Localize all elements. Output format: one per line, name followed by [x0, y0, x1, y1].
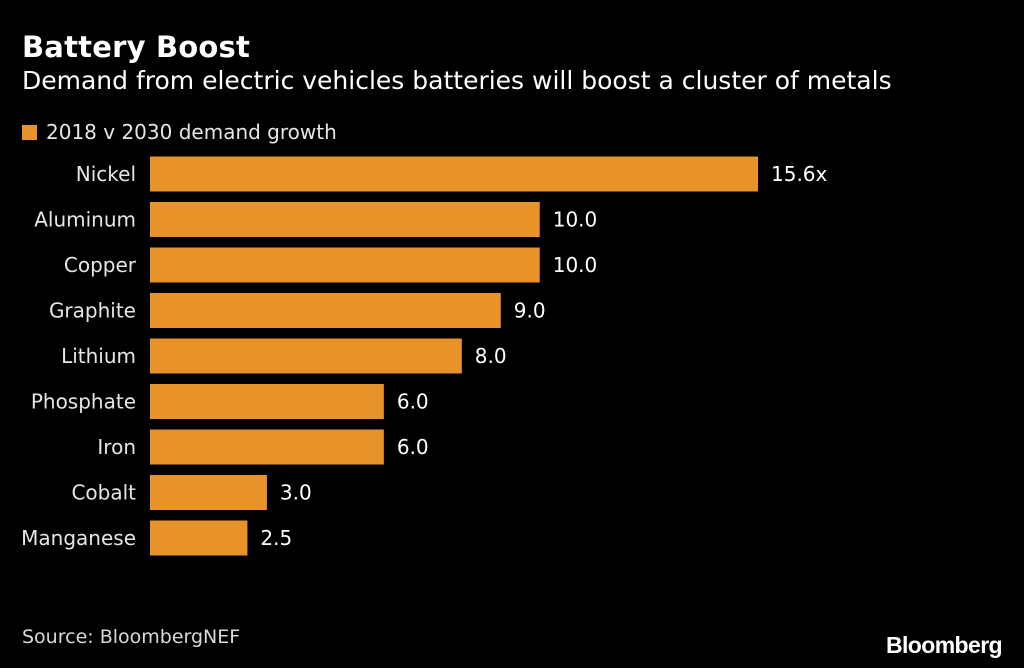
data-label: 2.5 — [260, 526, 292, 550]
category-label: Manganese — [21, 526, 136, 550]
category-label: Lithium — [61, 344, 136, 368]
bar-cobalt — [150, 475, 267, 510]
bar-nickel — [150, 156, 758, 192]
data-label: 3.0 — [280, 481, 312, 505]
bar-iron — [150, 429, 384, 465]
brand-logo: Bloomberg — [886, 632, 1003, 658]
legend: 2018 v 2030 demand growth — [22, 120, 337, 144]
bar-aluminum — [150, 202, 540, 237]
data-label: 8.0 — [475, 344, 507, 368]
bar-manganese — [150, 520, 248, 556]
chart-subtitle: Demand from electric vehicles batteries … — [22, 66, 892, 95]
category-label: Phosphate — [31, 390, 136, 414]
category-label: Copper — [64, 253, 137, 277]
data-label: 9.0 — [514, 299, 546, 323]
data-label: 6.0 — [397, 390, 429, 414]
category-label: Aluminum — [34, 208, 136, 232]
data-label: 10.0 — [553, 253, 598, 277]
data-label: 15.6x — [771, 162, 828, 186]
bar-graphite — [150, 293, 501, 328]
source-note: Source: BloombergNEF — [22, 626, 241, 648]
bar-lithium — [150, 338, 462, 374]
category-label: Nickel — [76, 162, 136, 186]
data-label: 10.0 — [553, 208, 598, 232]
data-label: 6.0 — [397, 435, 429, 459]
bar-copper — [150, 247, 540, 283]
category-label: Iron — [97, 435, 136, 459]
legend-label: 2018 v 2030 demand growth — [46, 120, 337, 144]
legend-swatch — [22, 124, 37, 140]
chart-title: Battery Boost — [22, 30, 251, 64]
category-label: Cobalt — [71, 481, 136, 505]
bar-phosphate — [150, 384, 384, 419]
category-label: Graphite — [49, 299, 136, 323]
